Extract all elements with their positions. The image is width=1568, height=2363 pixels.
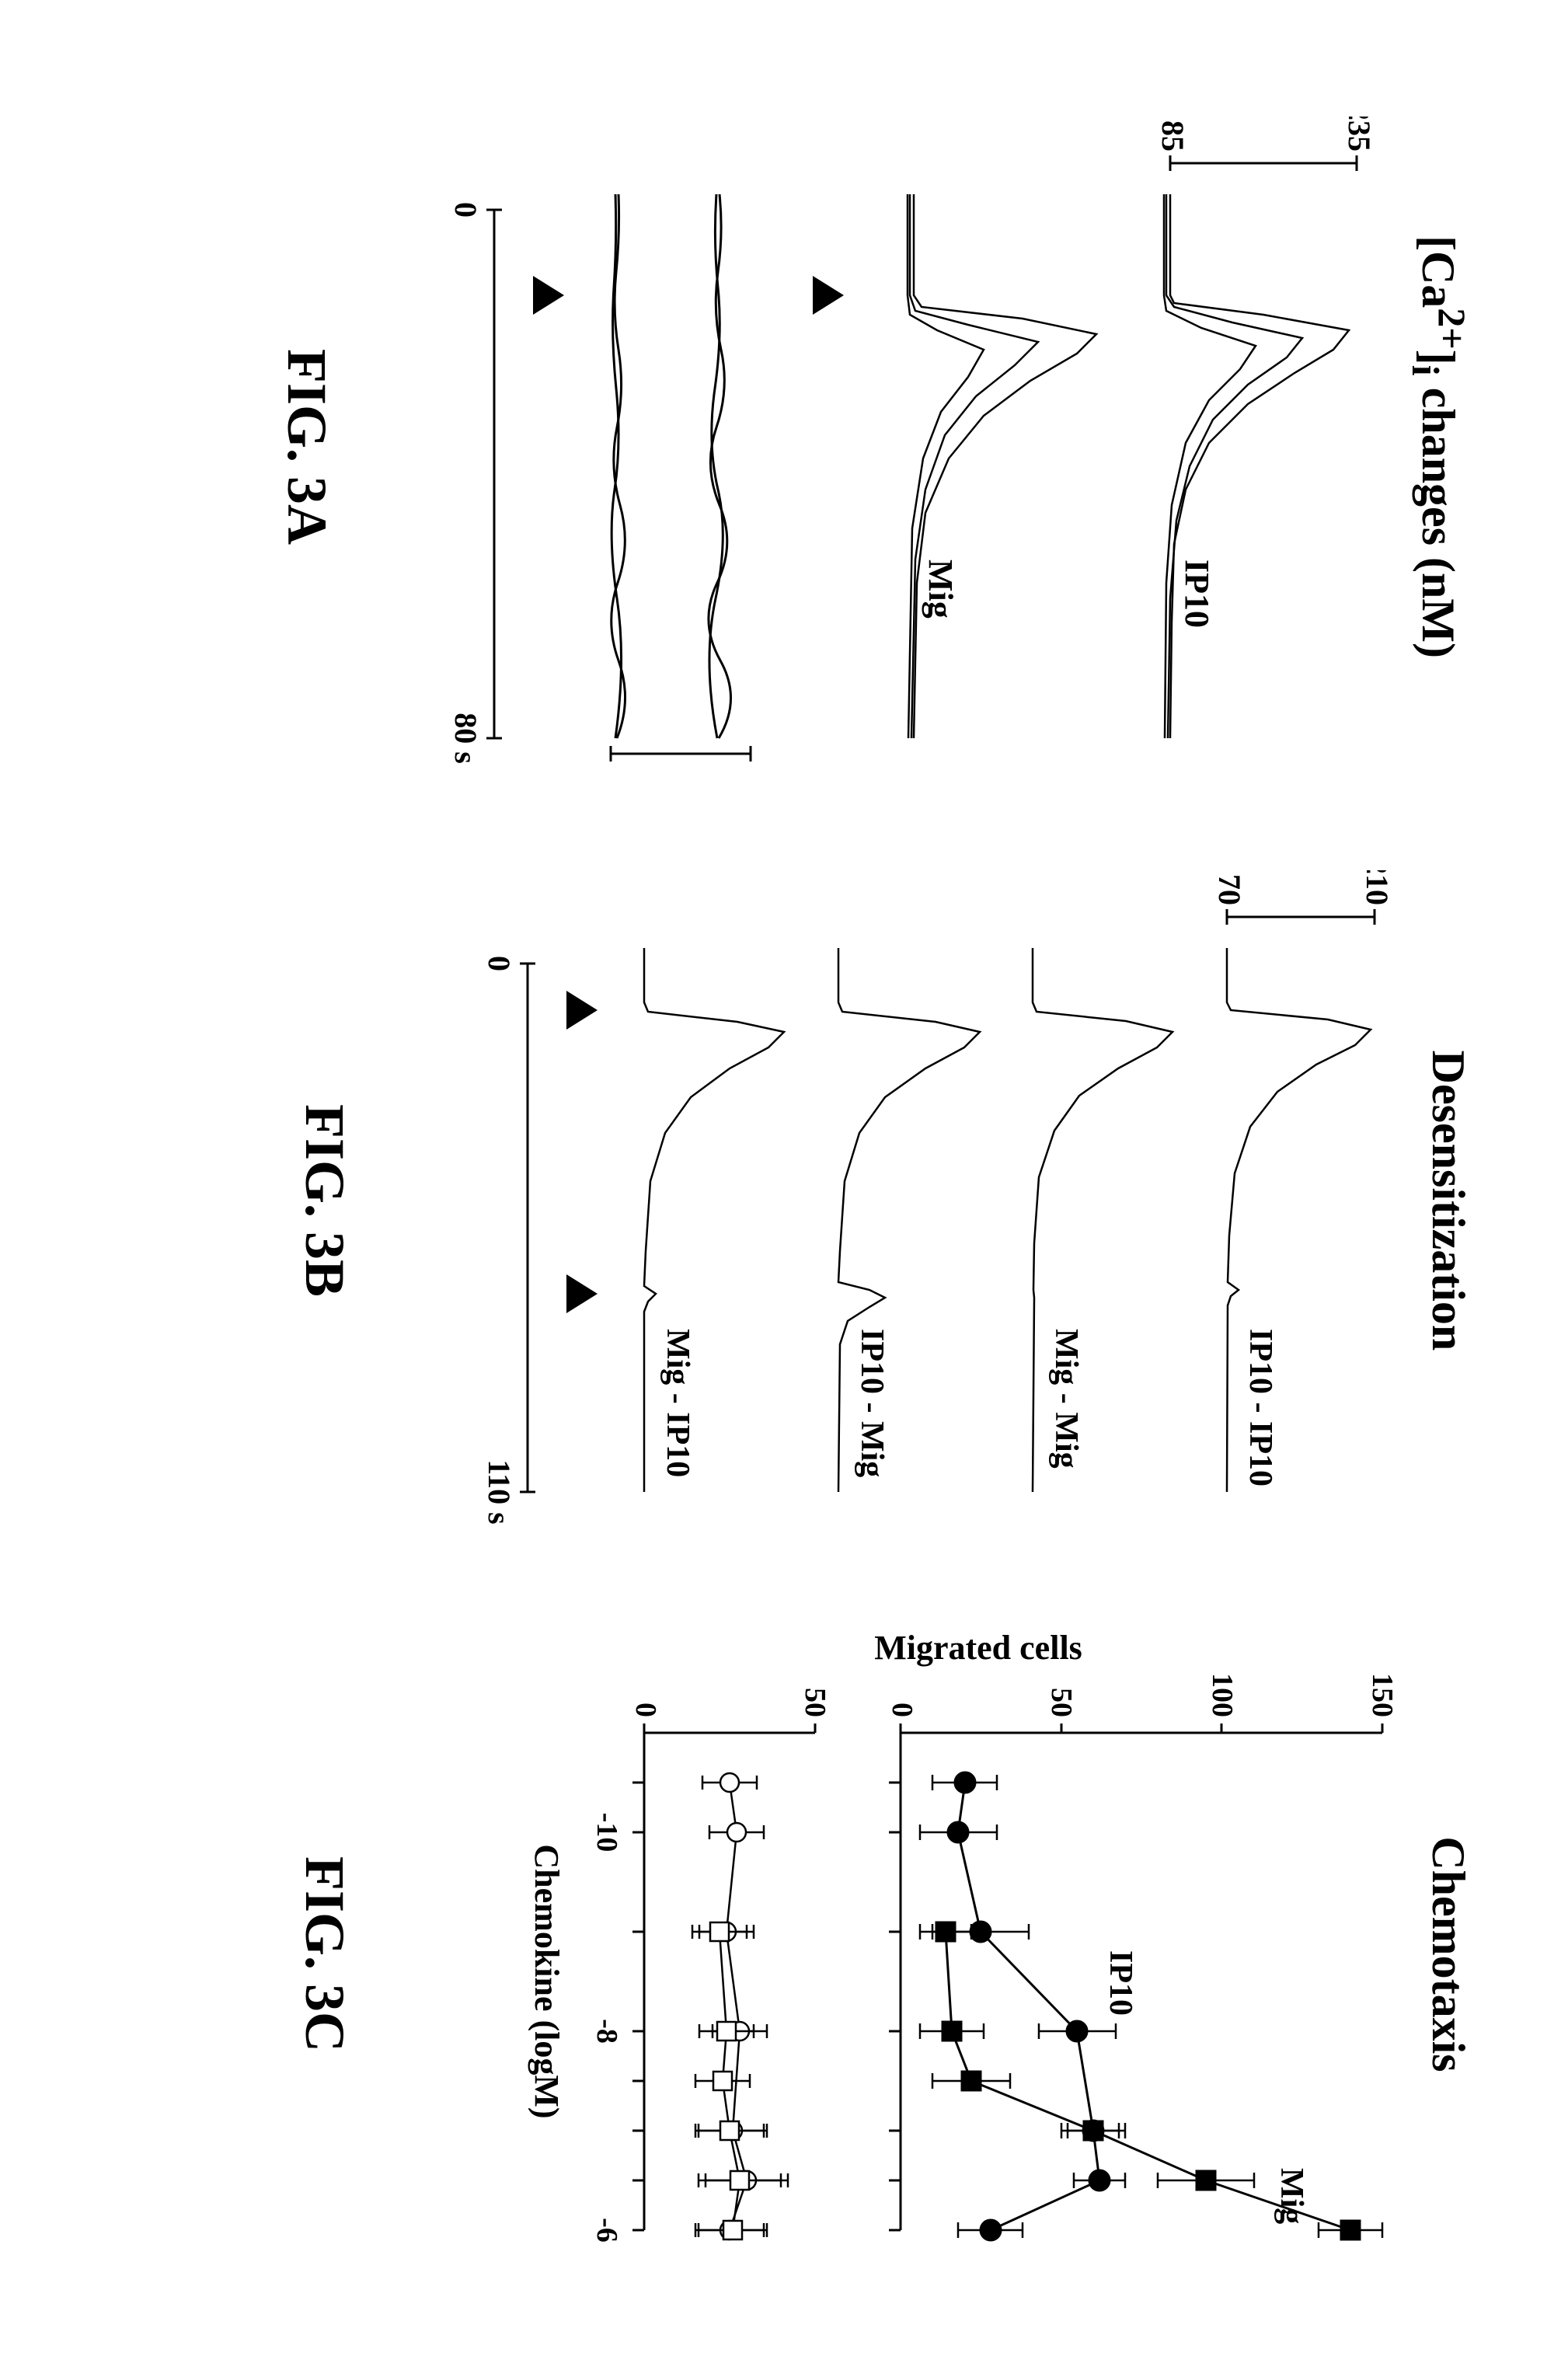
panel-b-x0: 0 <box>482 956 517 971</box>
panel-b-ybot: 70 <box>1212 874 1247 905</box>
panel-b-arrow-2 <box>566 1274 598 1313</box>
panel-c-xlabel: Chemokine (logM) <box>528 1844 566 2118</box>
panel-c: Chemotaxis 0 50 100 150 <box>292 1624 1475 2285</box>
svg-text:100: 100 <box>1206 1673 1239 1717</box>
panel-a-arrow-2 <box>533 276 564 315</box>
panel-a-title: [Ca2+]i changes (nM) <box>1403 117 1475 777</box>
panel-c-ylabel: Migrated cells <box>874 1629 1082 1667</box>
panel-a-x0: 0 <box>448 202 483 218</box>
panel-b: Desensitization 210 70 IP10 - IP10 <box>292 870 1475 1531</box>
svg-text:50: 50 <box>799 1688 831 1717</box>
svg-text:150: 150 <box>1366 1673 1399 1717</box>
panel-a-ip10-label: IP10 <box>1178 559 1216 628</box>
panel-a-title-text: changes (nM) <box>1413 388 1464 658</box>
panel-c-ip10-label: IP10 <box>1103 1950 1138 2016</box>
svg-text:-10: -10 <box>591 1813 623 1852</box>
panel-a-mig-label: Mig <box>922 559 960 619</box>
panel-c-bottom-plot: 0 50 -10 -8 -6 <box>591 1688 831 2243</box>
panel-c-title: Chemotaxis <box>1421 1624 1475 2285</box>
panel-a-ybot: 85 <box>1155 120 1190 152</box>
panel-b-row1-label: Mig - Mig <box>1048 1329 1084 1469</box>
svg-text:-8: -8 <box>591 2019 623 2044</box>
panel-a-figlabel: FIG. 3A <box>274 117 339 777</box>
panel-b-svg: 210 70 IP10 - IP10 Mig - Mig IP10 - Mig <box>395 870 1406 1531</box>
panel-a-ytop: 235 <box>1342 117 1377 152</box>
svg-text:0: 0 <box>629 1703 662 1717</box>
panel-c-figlabel: FIG. 3C <box>292 1624 357 2285</box>
panel-b-row2-label: IP10 - Mig <box>854 1329 890 1477</box>
panel-a: [Ca2+]i changes (nM) 235 85 I <box>274 117 1475 777</box>
panel-c-mig-series <box>920 1922 1382 2239</box>
panel-b-title: Desensitization <box>1421 870 1475 1531</box>
panel-b-row3-label: Mig - IP10 <box>660 1329 695 1477</box>
panel-b-figlabel: FIG. 3B <box>292 870 357 1531</box>
panel-b-row0-label: IP10 - IP10 <box>1242 1329 1278 1486</box>
panel-c-top-plot: 0 50 100 150 <box>886 1673 1399 2240</box>
svg-text:0: 0 <box>886 1703 918 1717</box>
panel-c-mig-label: Mig <box>1274 2168 1309 2224</box>
panel-b-arrow-1 <box>566 991 598 1030</box>
panel-a-svg: 235 85 IP10 Mig <box>378 117 1388 777</box>
panel-b-ytop: 210 <box>1360 870 1395 905</box>
svg-text:50: 50 <box>1045 1688 1078 1717</box>
panel-a-arrow-1 <box>813 276 844 315</box>
panel-b-xend: 110 s <box>482 1459 517 1524</box>
panel-c-svg: 0 50 100 150 <box>395 1624 1406 2285</box>
panel-a-xend: 80 s <box>448 713 483 764</box>
svg-text:-6: -6 <box>591 2218 623 2243</box>
